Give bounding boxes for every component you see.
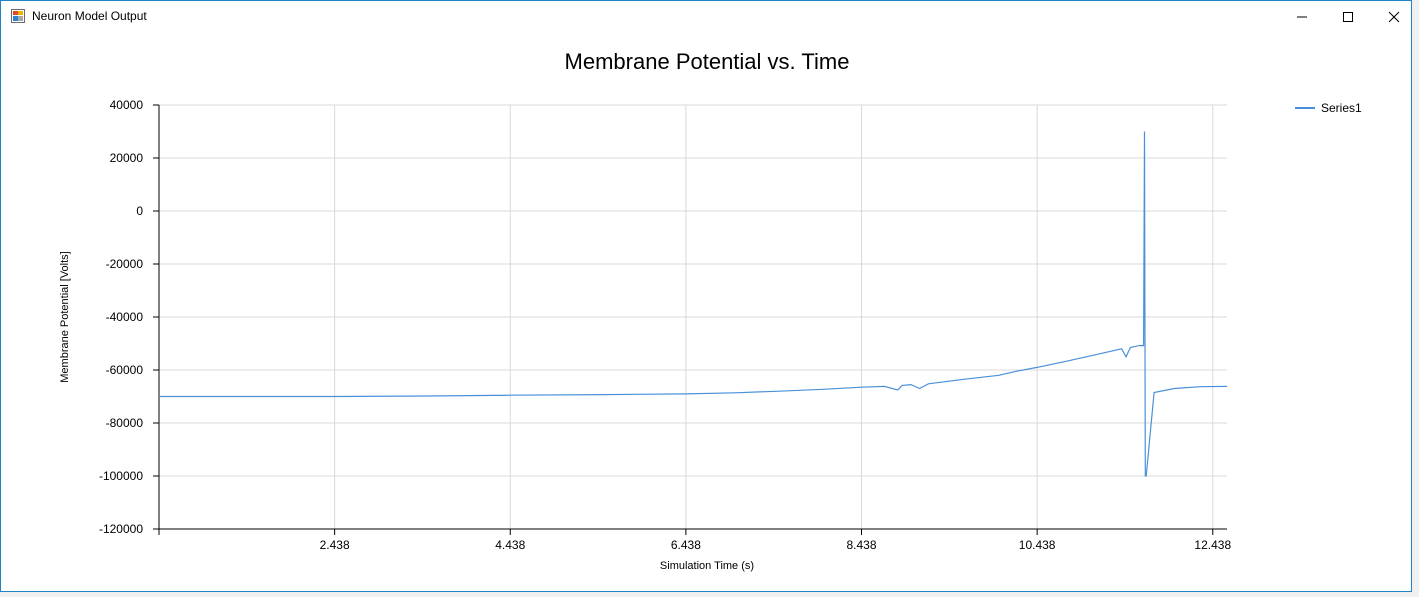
- y-tick-label: -40000: [106, 310, 144, 324]
- x-tick-label: 8.438: [847, 538, 877, 552]
- minimize-button[interactable]: [1279, 1, 1325, 32]
- x-axis-label: Simulation Time (s): [660, 560, 754, 572]
- chart-title: Membrane Potential vs. Time: [564, 49, 850, 74]
- minimize-icon: [1297, 16, 1307, 18]
- x-tick-label: 4.438: [495, 538, 525, 552]
- y-tick-label: -100000: [99, 469, 143, 483]
- y-tick-label: -80000: [106, 416, 144, 430]
- x-tick-label: 12.438: [1194, 538, 1231, 552]
- x-tick-label: 10.438: [1019, 538, 1056, 552]
- app-icon: [11, 9, 25, 23]
- y-tick-label: -60000: [106, 363, 144, 377]
- window-title: Neuron Model Output: [32, 9, 147, 23]
- maximize-button[interactable]: [1325, 1, 1371, 32]
- title-bar[interactable]: Neuron Model Output: [1, 1, 1411, 32]
- series-line-Series1: [159, 131, 1228, 477]
- background-edge: [1412, 0, 1419, 597]
- background-edge-bottom: [0, 592, 1419, 597]
- y-tick-label: 40000: [110, 98, 144, 112]
- close-button[interactable]: [1371, 1, 1417, 32]
- x-tick-label: 6.438: [671, 538, 701, 552]
- legend-label: Series1: [1321, 101, 1362, 115]
- y-axis-label: Membrane Potential [Volts]: [59, 251, 71, 382]
- x-tick-label: 2.438: [320, 538, 350, 552]
- y-tick-label: 20000: [110, 151, 144, 165]
- y-tick-label: 0: [136, 204, 143, 218]
- y-tick-label: -120000: [99, 522, 143, 536]
- maximize-icon: [1343, 12, 1353, 22]
- close-icon: [1388, 11, 1400, 23]
- y-tick-label: -20000: [106, 257, 144, 271]
